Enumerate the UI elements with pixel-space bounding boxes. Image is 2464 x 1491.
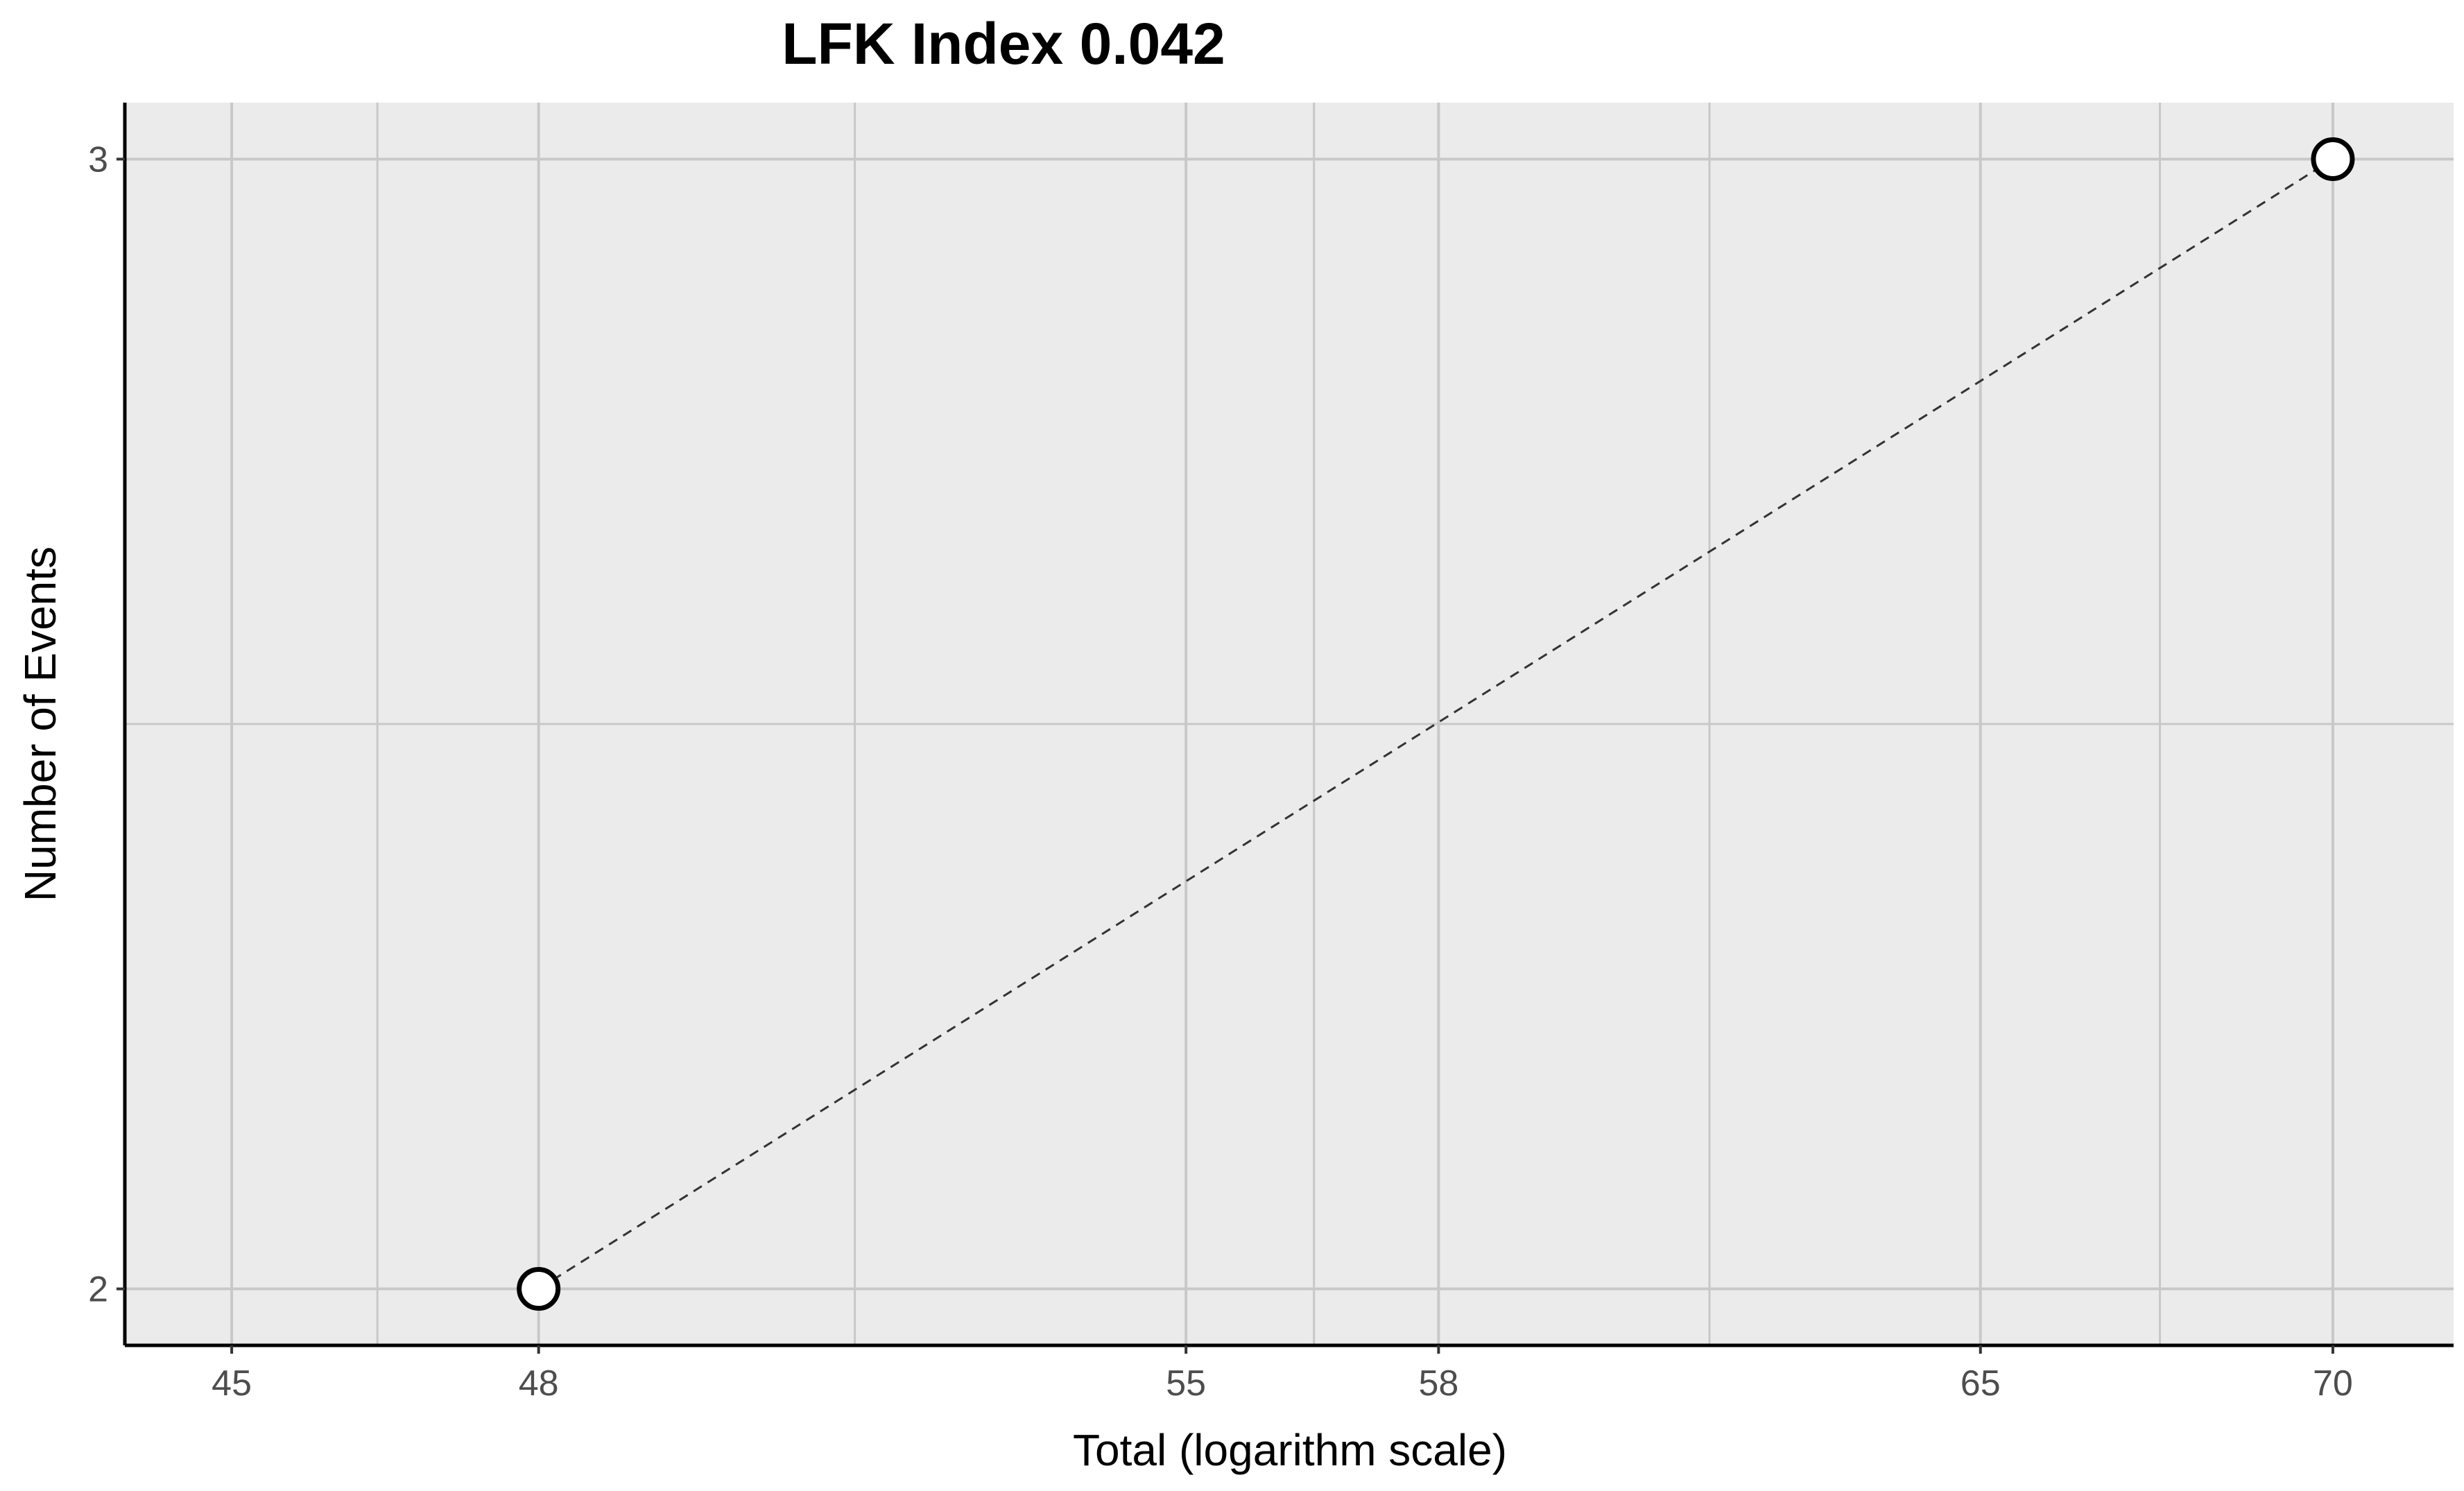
x-axis-ticks: 45 48 55 58 65 70 bbox=[212, 1345, 2353, 1404]
x-axis-title: Total (logarithm scale) bbox=[1073, 1425, 1507, 1475]
x-tick-label: 48 bbox=[519, 1363, 559, 1404]
y-axis-ticks: 23 bbox=[88, 139, 125, 1310]
data-point bbox=[517, 1267, 561, 1311]
minor-gridlines bbox=[125, 103, 2454, 1345]
dashed-trend-line bbox=[537, 158, 2334, 1290]
major-gridlines bbox=[125, 103, 2454, 1345]
chart-title: LFK Index 0.042 bbox=[782, 11, 1225, 76]
trend-line-layer bbox=[537, 158, 2334, 1290]
y-tick-label: 3 bbox=[88, 139, 108, 180]
x-tick-label: 58 bbox=[1418, 1363, 1458, 1404]
x-tick-label: 55 bbox=[1166, 1363, 1206, 1404]
x-tick-label: 65 bbox=[1961, 1363, 2001, 1404]
y-axis-title: Number of Events bbox=[15, 546, 65, 902]
x-tick-label: 70 bbox=[2313, 1363, 2353, 1404]
y-tick-label: 2 bbox=[88, 1270, 108, 1310]
data-point bbox=[2311, 137, 2355, 181]
x-tick-label: 45 bbox=[212, 1363, 252, 1404]
data-points bbox=[517, 137, 2355, 1311]
